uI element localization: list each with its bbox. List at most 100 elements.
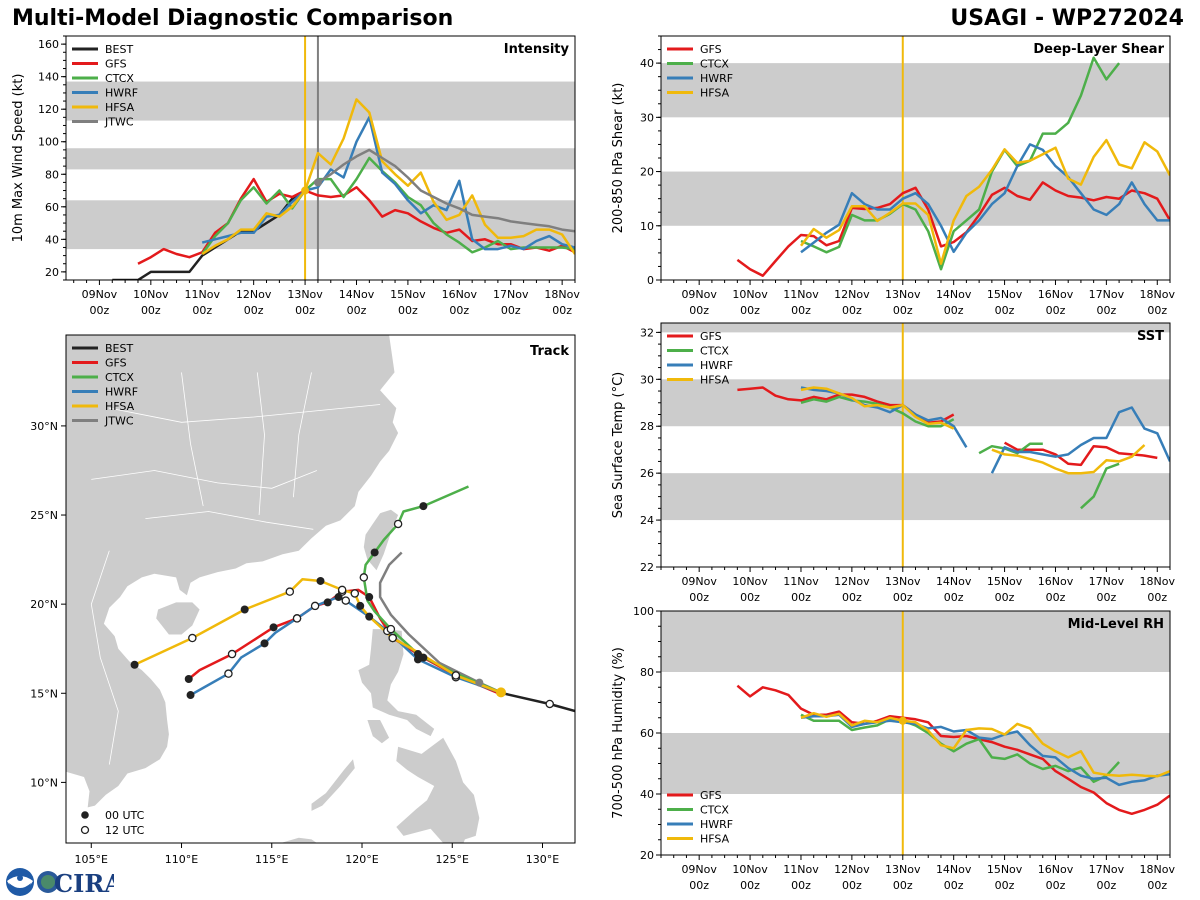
shear-xtick-label-hour: 00z [689, 304, 709, 317]
sst-ytick-label: 32 [640, 326, 654, 339]
rh-xtick-label: 09Nov [681, 863, 717, 876]
intensity-legend-label-jtwc: JTWC [104, 116, 134, 129]
track-legend-label-ctcx: CTCX [105, 371, 134, 384]
track-legend-label-best: BEST [105, 342, 133, 355]
intensity-xtick-label: 13Nov [287, 288, 323, 301]
rh-series-gfs [736, 684, 1170, 816]
land-hainan [156, 602, 200, 635]
intensity-ylabel: 10m Max Wind Speed (kt) [11, 74, 26, 243]
track-marker-00utc [356, 601, 365, 610]
sst-xtick-label: 09Nov [681, 575, 717, 588]
track-ytick-label: 20°N [30, 598, 58, 611]
intensity-xtick-label: 16Nov [442, 288, 478, 301]
rh-xtick-label: 16Nov [1038, 863, 1074, 876]
intensity-xtick-label: 11Nov [185, 288, 221, 301]
sst-series-hfsa-seg0 [800, 386, 955, 430]
rh-ytick-label: 40 [640, 788, 654, 801]
track-marker-12utc [292, 614, 302, 623]
cira-logo: CIRA [4, 866, 114, 896]
rh-xtick-label-hour: 00z [944, 879, 964, 892]
intensity-xtick-label-hour: 00z [501, 304, 521, 317]
sst-xtick-label-hour: 00z [944, 591, 964, 604]
sst-xtick-label-hour: 00z [1147, 591, 1167, 604]
noaa-logo-icon [6, 868, 34, 896]
track-ytick-label: 30°N [30, 420, 58, 433]
shear-series-hwrf [800, 143, 1170, 254]
shear-chart: 0 10 20 30 40 09Nov 00z 10Nov 00z 11Nov 00z 12Nov 00… [611, 35, 1176, 317]
rh-band-0 [661, 733, 1170, 794]
shear-legend-label-ctcx: CTCX [700, 58, 729, 71]
track-marker-12utc [341, 596, 351, 605]
rh-xtick-label: 15Nov [987, 863, 1023, 876]
marker-legend-label: 12 UTC [105, 824, 145, 837]
track-marker-00utc [370, 548, 379, 557]
intensity-xtick-label-hour: 00z [90, 304, 110, 317]
intensity-xtick-label: 14Nov [339, 288, 375, 301]
intensity-legend-label-hwrf: HWRF [105, 87, 138, 100]
intensity-ytick-label: 20 [45, 266, 59, 279]
track-series-best [502, 692, 575, 713]
rh-xtick-label: 14Nov [936, 863, 972, 876]
track-legend-label-hwrf: HWRF [105, 386, 138, 399]
rh-xtick-label: 13Nov [885, 863, 921, 876]
rh-ylabel: 700-500 hPa Humidity (%) [611, 647, 626, 819]
shear-xtick-label: 17Nov [1089, 288, 1125, 301]
sst-xtick-label: 15Nov [987, 575, 1023, 588]
track-xtick-label: 110°E [165, 853, 198, 866]
intensity-ytick-label: 160 [38, 38, 59, 51]
sst-xtick-label: 18Nov [1140, 575, 1176, 588]
sst-ytick-label: 28 [640, 420, 654, 433]
shear-xtick-label: 18Nov [1140, 288, 1176, 301]
page-title: Multi-Model Diagnostic Comparison [12, 6, 454, 31]
sst-series-gfs-seg1 [1003, 441, 1158, 467]
track-marker-12utc [285, 587, 295, 596]
intensity-xtick-label-hour: 00z [192, 304, 212, 317]
intensity-xtick-label-hour: 00z [552, 304, 572, 317]
track-title: Track [530, 344, 569, 359]
rh-ytick-label: 60 [640, 727, 654, 740]
shear-xtick-label-hour: 00z [944, 304, 964, 317]
track-marker-12utc [386, 624, 396, 634]
intensity-xtick-label: 09Nov [82, 288, 118, 301]
shear-xtick-label: 15Nov [987, 288, 1023, 301]
intensity-xtick-label-hour: 00z [398, 304, 418, 317]
admin-border [256, 372, 265, 516]
sst-ytick-label: 22 [640, 561, 654, 574]
shear-legend-label-gfs: GFS [700, 43, 722, 56]
rh-series-hfsa [800, 711, 1170, 778]
shear-xtick-label-hour: 00z [1147, 304, 1167, 317]
track-ytick-label: 25°N [30, 509, 58, 522]
track-legend-label-jtwc: JTWC [104, 415, 134, 428]
shear-xtick-label: 10Nov [732, 288, 768, 301]
track-series-hfsa [134, 577, 504, 695]
track-marker-legend: 00 UTC 12 UTC [80, 809, 145, 837]
intensity-init-marker [301, 186, 310, 195]
track-marker-00utc [316, 576, 325, 585]
sst-legend-label-ctcx: CTCX [700, 345, 729, 358]
sst-xtick-label: 13Nov [885, 575, 921, 588]
rh-series-hwrf [800, 713, 1170, 787]
sst-legend-label-hfsa: HFSA [700, 374, 730, 387]
track-marker-00utc [365, 593, 374, 602]
sst-ytick-label: 30 [640, 373, 654, 386]
track-marker-12utc [545, 699, 554, 709]
rh-ytick-label: 100 [633, 605, 654, 618]
intensity-xtick-label-hour: 00z [244, 304, 264, 317]
land-mindoro [367, 720, 390, 744]
rh-xtick-label-hour: 00z [1096, 879, 1116, 892]
sst-chart: 22 24 26 28 30 32 09Nov 00z 10Nov 00z 11Nov 00z 12No… [611, 322, 1176, 604]
shear-title: Deep-Layer Shear [1033, 42, 1164, 57]
rh-ytick-label: 80 [640, 666, 654, 679]
intensity-ytick-label: 140 [38, 71, 59, 84]
sst-xtick-label-hour: 00z [1046, 591, 1066, 604]
shear-xtick-label: 13Nov [885, 288, 921, 301]
intensity-legend-label-gfs: GFS [105, 58, 127, 71]
sst-xtick-label: 14Nov [936, 575, 972, 588]
sst-xtick-label: 10Nov [732, 575, 768, 588]
land-visayas-mindanao [396, 737, 480, 843]
shear-xtick-label-hour: 00z [740, 304, 760, 317]
